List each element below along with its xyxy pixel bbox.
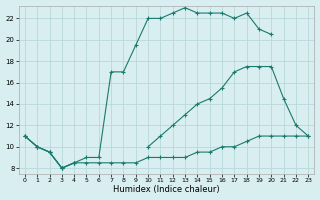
X-axis label: Humidex (Indice chaleur): Humidex (Indice chaleur) [113,185,220,194]
